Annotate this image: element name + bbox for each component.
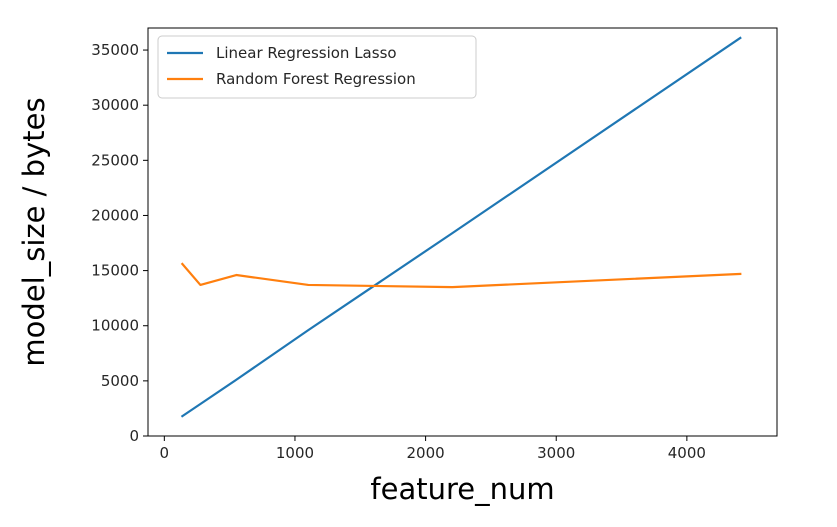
y-tick-label: 15000 bbox=[91, 262, 139, 280]
y-tick-label: 20000 bbox=[91, 206, 139, 224]
y-axis-ticks: 0 5000 10000 15000 20000 25000 30000 35000 bbox=[91, 41, 148, 445]
plot-area-frame bbox=[147, 27, 778, 437]
series-line-2 bbox=[180, 262, 742, 289]
legend: Linear Regression Lasso Random Forest Reg… bbox=[157, 35, 477, 99]
y-tick-label: 5000 bbox=[101, 372, 139, 390]
y-tick-label: 0 bbox=[129, 427, 139, 445]
x-tick-label: 1000 bbox=[276, 444, 314, 462]
legend-label-2: Random Forest Regression bbox=[216, 70, 416, 88]
y-tick-label: 30000 bbox=[91, 96, 139, 114]
x-tick-label: 0 bbox=[160, 444, 170, 462]
y-tick-label: 35000 bbox=[91, 41, 139, 59]
x-axis-ticks: 0 1000 2000 3000 4000 bbox=[160, 436, 706, 462]
legend-label-1: Linear Regression Lasso bbox=[216, 44, 397, 62]
x-tick-label: 4000 bbox=[668, 444, 706, 462]
x-axis-label: feature_num bbox=[370, 472, 554, 506]
x-tick-label: 3000 bbox=[537, 444, 575, 462]
legend-box bbox=[157, 35, 477, 99]
y-tick-label: 25000 bbox=[91, 151, 139, 169]
series-line-1 bbox=[180, 36, 742, 418]
x-tick-label: 2000 bbox=[407, 444, 445, 462]
y-tick-label: 10000 bbox=[91, 317, 139, 335]
y-axis-label: model_size / bytes bbox=[17, 97, 51, 366]
series-layer bbox=[180, 36, 742, 418]
